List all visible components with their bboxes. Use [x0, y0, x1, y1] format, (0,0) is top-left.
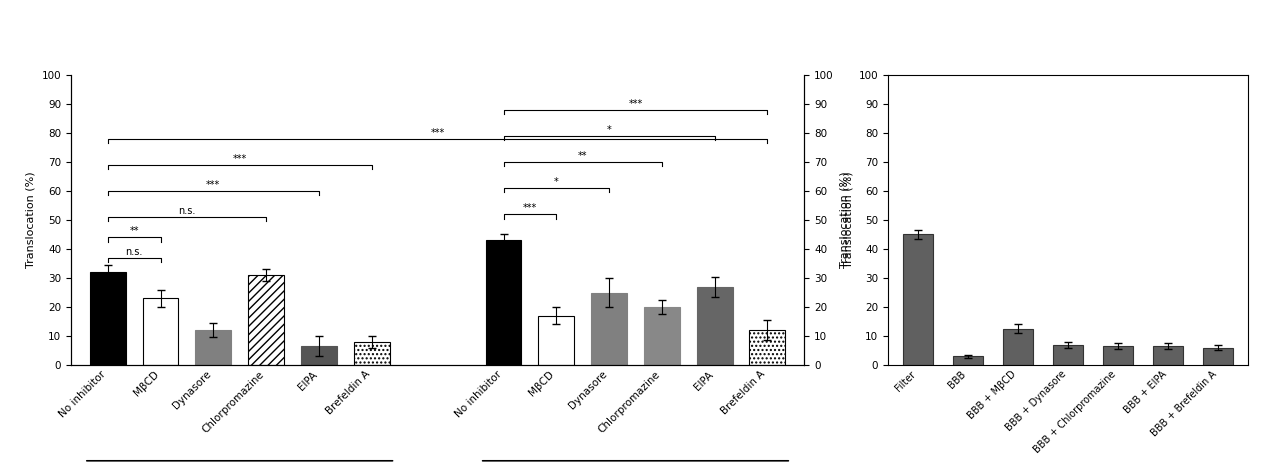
Bar: [248, 275, 284, 365]
Bar: [90, 272, 126, 365]
Y-axis label: Translocation (%): Translocation (%): [26, 172, 36, 268]
Bar: [644, 307, 680, 365]
Text: *: *: [606, 125, 611, 135]
Bar: [749, 330, 785, 365]
Y-axis label: Translocation (%): Translocation (%): [839, 172, 849, 268]
Text: **: **: [130, 227, 139, 236]
Y-axis label: Translocation (%): Translocation (%): [843, 172, 853, 268]
Bar: [354, 342, 390, 365]
Text: ***: ***: [233, 154, 247, 164]
Bar: [591, 292, 627, 365]
Bar: [1053, 345, 1084, 365]
Bar: [196, 330, 232, 365]
Text: n.s.: n.s.: [125, 247, 143, 257]
Bar: [485, 240, 521, 365]
Bar: [1203, 348, 1233, 365]
Text: ***: ***: [628, 99, 642, 109]
Bar: [1153, 346, 1183, 365]
Text: ***: ***: [430, 128, 445, 138]
Bar: [696, 287, 732, 365]
Bar: [954, 356, 983, 365]
Text: **: **: [578, 151, 587, 161]
Bar: [538, 316, 574, 365]
Bar: [1103, 346, 1134, 365]
Bar: [301, 346, 337, 365]
Text: ***: ***: [206, 180, 220, 190]
Text: *: *: [553, 177, 559, 187]
Bar: [143, 298, 179, 365]
Bar: [1003, 329, 1033, 365]
Text: ***: ***: [523, 203, 537, 213]
Bar: [903, 234, 933, 365]
Text: n.s.: n.s.: [178, 206, 196, 216]
